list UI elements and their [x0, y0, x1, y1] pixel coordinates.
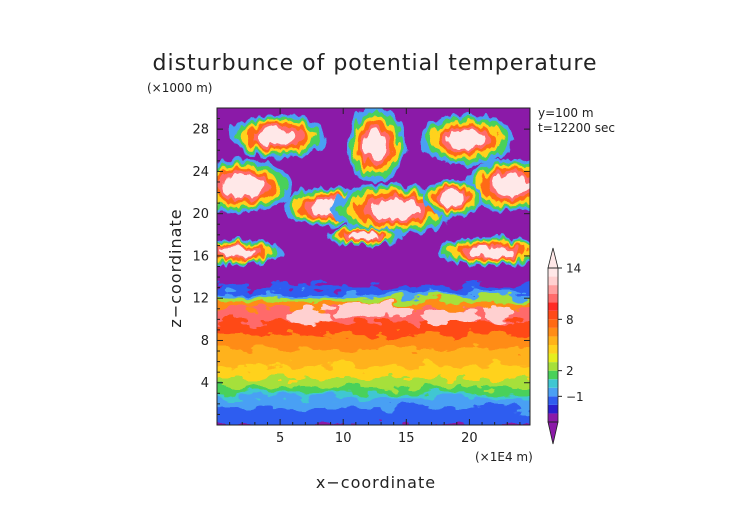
y-unit-label: (×1000 m) [147, 81, 212, 95]
colorbar-swatch [548, 404, 558, 414]
colorbar-swatch [548, 276, 558, 286]
x-tick-label: 10 [335, 431, 352, 446]
structure-4-ring-5 [491, 174, 528, 196]
band-layer-1 [217, 395, 530, 409]
warm-pocket-2 [422, 308, 479, 324]
structure-1-ring-5 [364, 129, 388, 161]
x-axis-label: x−coordinate [316, 473, 436, 492]
colorbar-tick-label: 2 [566, 364, 574, 378]
colorbar-swatch [548, 293, 558, 303]
colorbar-swatch [548, 310, 558, 320]
y-tick-label: 12 [192, 292, 209, 307]
y-tick-label: 16 [192, 249, 209, 264]
structure-6-ring-5 [369, 199, 418, 220]
colorbar-frame [547, 267, 559, 423]
y-tick-label: 20 [192, 207, 209, 222]
annotation-t: t=12200 sec [538, 121, 615, 135]
colorbar-swatch [548, 327, 558, 337]
colorbar-swatch [548, 336, 558, 345]
band-layer-8 [217, 319, 530, 335]
structure-7-ring-5 [439, 191, 464, 207]
x-tick-label: 15 [398, 431, 415, 446]
y-tick-label: 4 [201, 376, 209, 391]
structure-3-ring-5 [222, 175, 263, 198]
colorbar-swatch [548, 319, 558, 328]
structure-8-ring-5 [218, 246, 257, 257]
colorbar-swatch [548, 302, 558, 311]
lower-band [217, 286, 530, 425]
x-unit-label: (×1E4 m) [475, 450, 533, 464]
colorbar-swatch [548, 268, 558, 277]
colorbar-swatch [548, 379, 558, 388]
band-layer-13 [217, 286, 530, 293]
x-tick-label: 20 [461, 431, 478, 446]
warm-pocket-1 [336, 303, 413, 319]
colorbar-swatch [548, 362, 558, 371]
band-layer-2 [217, 391, 530, 398]
chart-title: disturbunce of potential temperature [153, 51, 598, 76]
upper-structures [217, 108, 530, 267]
warm-pocket-3 [483, 305, 519, 321]
x-tick-label: 5 [276, 431, 284, 446]
y-tick-label: 24 [192, 165, 209, 180]
band-layer-3 [217, 384, 530, 394]
colorbar-swatch [548, 413, 558, 422]
band-layer-6 [217, 344, 530, 366]
y-axis-label: z−coordinate [166, 208, 185, 327]
y-tick-label: 28 [192, 123, 209, 138]
structure-9-ring-5 [469, 245, 515, 258]
colorbar-swatch [548, 396, 558, 405]
colorbar-tick-label: 14 [566, 262, 581, 276]
colorbar-tick-label: 8 [566, 313, 574, 327]
structure-2-ring-5 [448, 129, 486, 150]
colorbar-swatch [548, 285, 558, 294]
plot-axes: 5 10 15 20 4 8 12 16 20 24 28 [192, 107, 531, 446]
band-layer-7 [217, 329, 530, 349]
colorbar-swatch [548, 370, 558, 380]
band-layer-12 [217, 291, 530, 298]
colorbar: −1 2 8 14 [547, 247, 584, 445]
structure-0-ring-5 [258, 127, 297, 146]
band-layer-11 [217, 296, 530, 303]
band-layer-4 [217, 376, 530, 387]
heatmap-field [217, 108, 530, 425]
colorbar-swatch [548, 345, 558, 354]
warm-pocket-0 [288, 306, 335, 324]
structure-10-ring-5 [348, 232, 379, 240]
colorbar-swatch [548, 387, 558, 397]
colorbar-extend-bottom [547, 421, 559, 445]
colorbar-tick-label: −1 [566, 390, 584, 404]
annotation-y: y=100 m [538, 106, 594, 120]
colorbar-extend-top [547, 247, 559, 269]
y-tick-label: 8 [201, 334, 209, 349]
colorbar-swatch [548, 353, 558, 363]
